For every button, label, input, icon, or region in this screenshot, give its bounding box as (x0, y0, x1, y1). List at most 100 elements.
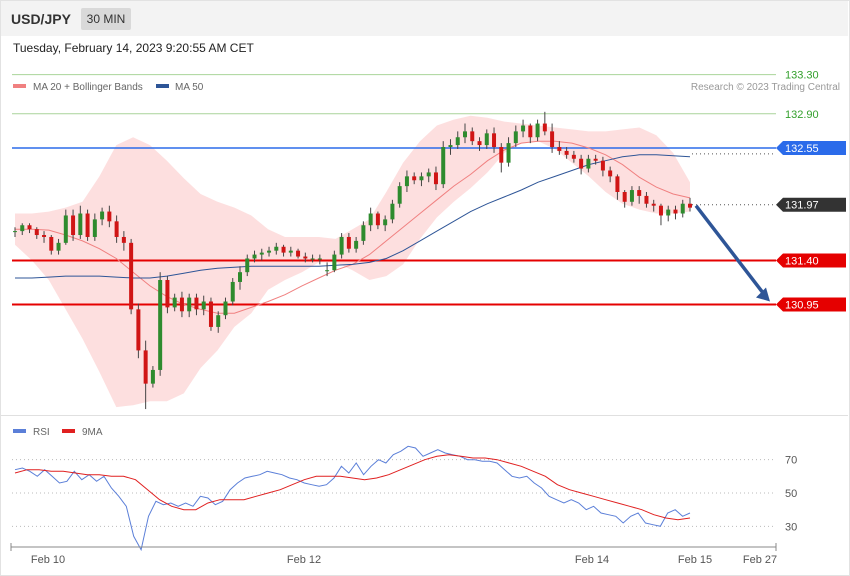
candle-body (252, 254, 257, 259)
candle-body (143, 350, 148, 384)
candle-body (615, 176, 620, 192)
candle (281, 244, 286, 257)
candle (397, 182, 402, 208)
candle-body (42, 235, 47, 237)
candle-body (230, 281, 235, 302)
candle-body (92, 219, 97, 237)
candle-body (27, 225, 32, 230)
candle-body (470, 131, 475, 142)
candle (245, 254, 250, 277)
candle-body (419, 176, 424, 181)
candle-body (259, 252, 264, 255)
candle-body (361, 225, 366, 241)
x-tick-label: Feb 10 (31, 554, 65, 566)
candle-body (85, 213, 90, 237)
candle-body (339, 236, 344, 255)
candle-body (550, 131, 555, 148)
target-label-132.90: 132.90 (785, 109, 819, 121)
ma20-legend-label: MA 20 + Bollinger Bands (33, 82, 143, 93)
candle-body (658, 205, 663, 216)
candle (339, 233, 344, 259)
rsi-tick-label: 30 (785, 521, 797, 533)
candle-body (20, 225, 25, 232)
candle (216, 311, 221, 333)
candle (274, 242, 279, 255)
candle-body (651, 203, 656, 206)
candle-body (426, 172, 431, 177)
moving-averages (15, 140, 691, 314)
ma9-legend-label: 9MA (82, 427, 103, 438)
candle (56, 238, 61, 255)
candle (608, 166, 613, 183)
ma50-legend-swatch (156, 84, 169, 88)
candle-body (281, 246, 286, 253)
candle (404, 170, 409, 192)
candle-body (593, 158, 598, 161)
candle-body (223, 301, 228, 316)
candle-body (267, 250, 272, 253)
candle (179, 291, 184, 318)
candle-body (404, 176, 409, 187)
candle-body (535, 123, 540, 138)
candle (412, 172, 417, 185)
candle (85, 209, 90, 241)
candle-body (397, 186, 402, 204)
candle-body (492, 133, 497, 148)
ma50-line (15, 154, 691, 279)
candle-body (506, 143, 511, 163)
candle (441, 141, 446, 189)
candle (637, 186, 642, 204)
candle (629, 186, 634, 206)
credit-text: Research © 2023 Trading Central (691, 82, 840, 93)
candle-body (49, 236, 54, 251)
support-tag-131.40 (776, 253, 846, 268)
symbol-label: USD/JPY (11, 11, 71, 27)
candle (433, 166, 438, 191)
price-levels (12, 74, 776, 306)
panel-separator (1, 415, 848, 416)
candle (136, 303, 141, 359)
candle-body (172, 297, 177, 308)
candle (158, 272, 163, 376)
candle (71, 209, 76, 241)
timestamp: Tuesday, February 14, 2023 9:20:55 AM CE… (13, 41, 254, 55)
candle (535, 119, 540, 142)
candle-body (571, 154, 576, 159)
forecast-arrow-head (756, 287, 770, 302)
candle (426, 168, 431, 183)
candle (150, 366, 155, 388)
candle (513, 125, 518, 148)
support-label-131.40: 131.40 (785, 255, 819, 267)
resistance-label-132.55: 132.55 (785, 143, 819, 155)
candle-body (622, 192, 627, 202)
candle-body (13, 231, 17, 233)
candle-body (390, 203, 395, 220)
candle (419, 172, 424, 187)
candle (688, 197, 692, 212)
candle-body (521, 125, 526, 132)
timeframe-button[interactable]: 30 MIN (81, 8, 131, 30)
candle (288, 246, 293, 257)
candle (259, 248, 264, 261)
candle (252, 250, 257, 263)
candle-body (528, 125, 533, 138)
candle (455, 131, 460, 149)
candle (542, 111, 547, 136)
candle-body (433, 172, 438, 185)
header-bar: USD/JPY 30 MIN (1, 1, 848, 36)
candle-body (216, 315, 221, 327)
candle (477, 137, 482, 151)
candle-body (600, 160, 605, 171)
candle-body (441, 147, 446, 185)
candle-body (208, 301, 213, 327)
candle-body (666, 209, 671, 216)
candle (658, 203, 663, 226)
candle (666, 205, 671, 222)
candle-body (165, 280, 170, 308)
candle (651, 199, 656, 212)
candle (310, 254, 315, 263)
candle (673, 205, 678, 220)
candle (571, 150, 576, 163)
candle-body (56, 242, 61, 251)
